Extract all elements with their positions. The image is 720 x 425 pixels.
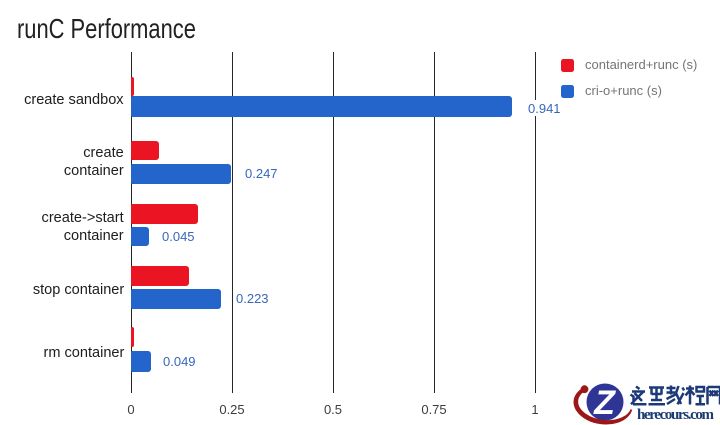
svg-text:herecours.com: herecours.com	[637, 407, 715, 423]
svg-text:Z: Z	[593, 384, 616, 422]
